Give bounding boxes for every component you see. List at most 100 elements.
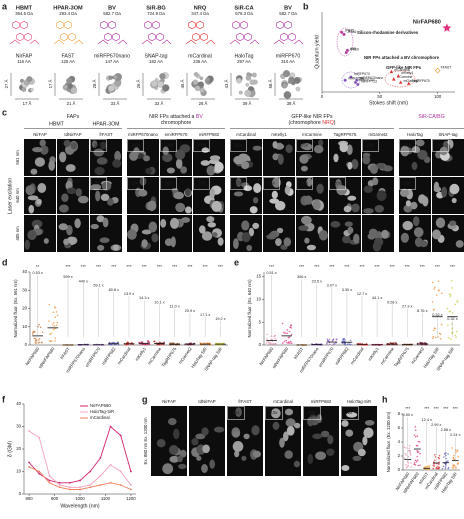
significance: *** <box>453 406 458 411</box>
column-label: miRFP682 <box>199 132 220 137</box>
inset-label: 25x <box>235 181 243 186</box>
nucleus <box>351 159 359 170</box>
column-label: NirFAP <box>33 132 47 137</box>
y-axis-label: δ (GM) <box>7 441 13 457</box>
inset-frame <box>303 406 321 420</box>
ring <box>240 20 248 30</box>
nucleus <box>318 230 328 241</box>
series-line <box>28 466 132 490</box>
significance: *** <box>359 264 364 269</box>
dot <box>117 341 119 344</box>
inset-frame <box>263 177 280 190</box>
nucleus <box>178 463 187 470</box>
x-tick-label: 1100 <box>101 496 111 501</box>
dot <box>419 441 421 443</box>
ring <box>152 20 160 30</box>
panel-label: g <box>142 394 148 404</box>
dot <box>160 343 163 346</box>
dot <box>421 342 423 344</box>
header-part: chromophore <box>161 120 192 126</box>
significance: *** <box>405 406 410 411</box>
inset-label: 10x <box>233 410 241 415</box>
nucleus <box>112 159 122 168</box>
dot <box>414 425 417 428</box>
nucleus <box>252 197 259 204</box>
nucleus <box>441 186 448 198</box>
nucleus <box>241 161 250 170</box>
nucleus <box>293 460 300 468</box>
nucleus <box>400 145 410 157</box>
vertex <box>79 486 81 489</box>
nucleus <box>341 420 349 427</box>
inset-frame <box>160 139 177 152</box>
vertex <box>48 475 51 477</box>
dot <box>344 339 346 341</box>
point-label: miRFP682 <box>348 77 364 81</box>
dot <box>451 312 454 314</box>
y-tick-label: 0 <box>25 342 28 347</box>
nucleus <box>352 455 362 461</box>
fold-label: 23.5 x <box>312 279 322 283</box>
inset-frame <box>160 177 177 190</box>
inset-frame <box>90 177 107 190</box>
nucleus <box>202 444 210 454</box>
dot <box>54 340 56 342</box>
fold-label: 44.1 x <box>372 296 382 300</box>
nucleus <box>272 141 278 149</box>
protein-blob <box>288 76 295 83</box>
inset-frame <box>399 177 416 190</box>
protein-blob <box>238 90 243 95</box>
point <box>391 76 396 81</box>
point-label: mGarnet2 <box>404 79 419 83</box>
dot <box>455 330 458 333</box>
dot <box>408 447 411 450</box>
dot <box>446 460 448 463</box>
significance: *** <box>157 264 162 269</box>
fold-label: 599 x <box>63 275 72 279</box>
dot <box>451 447 453 449</box>
nucleus <box>449 220 457 226</box>
nucleus <box>272 153 279 161</box>
dot <box>433 459 436 462</box>
protein-name: miRFP670 <box>276 53 301 59</box>
dimension: 32 Å <box>155 101 164 106</box>
dot <box>147 343 149 346</box>
nucleus <box>63 139 71 147</box>
inset-frame <box>329 177 346 190</box>
micrograph <box>57 215 89 252</box>
nucleus <box>370 164 378 174</box>
dot <box>109 341 111 344</box>
dot <box>203 342 206 345</box>
nucleus <box>362 155 371 165</box>
dot <box>38 338 41 340</box>
nucleus <box>241 220 250 231</box>
vertex <box>89 484 92 486</box>
fold-label: 8.76 x <box>417 309 427 313</box>
molecule-name: BV <box>284 5 292 11</box>
dot <box>443 456 445 458</box>
nucleus <box>31 219 43 229</box>
nucleus <box>95 190 101 202</box>
dot <box>438 454 441 457</box>
y-tick-label: 5 <box>259 319 262 324</box>
dot <box>437 467 440 470</box>
dot <box>417 440 420 443</box>
protein-size: 236 AA <box>193 59 207 64</box>
nucleus <box>48 160 55 171</box>
dot <box>333 342 336 345</box>
nucleus <box>339 142 349 153</box>
nucleus <box>400 188 409 197</box>
ring <box>148 32 156 42</box>
nucleus <box>268 232 277 239</box>
dot <box>433 327 436 330</box>
nucleus <box>39 139 46 147</box>
nucleus <box>156 439 166 448</box>
nucleus <box>252 450 261 458</box>
y-tick-label: 0 <box>398 467 401 472</box>
dot <box>403 446 406 449</box>
nucleus <box>252 145 262 151</box>
nucleus <box>59 204 69 213</box>
nucleus <box>272 421 280 430</box>
nucleus <box>435 217 446 229</box>
